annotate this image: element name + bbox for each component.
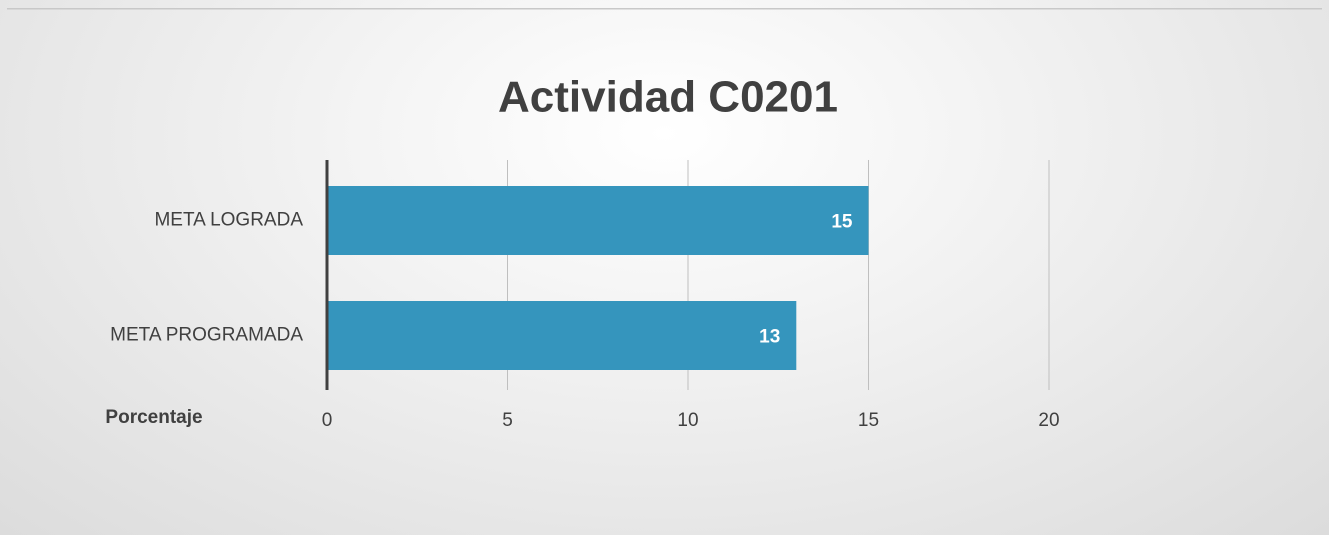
data-label: 15 xyxy=(831,212,853,233)
x-tick-label: 5 xyxy=(502,410,513,431)
x-tick-label: 0 xyxy=(322,410,333,431)
y-tick-label: META LOGRADA xyxy=(154,210,303,231)
x-tick-label: 15 xyxy=(858,410,879,431)
x-axis-label: Porcentaje xyxy=(105,407,202,428)
bar xyxy=(327,186,869,255)
x-tick-label: 20 xyxy=(1038,410,1059,431)
data-label: 13 xyxy=(759,327,780,348)
frame-top xyxy=(7,8,1322,10)
chart-title: Actividad C0201 xyxy=(498,73,838,122)
y-tick-label: META PROGRAMADA xyxy=(110,325,303,346)
x-tick-label: 10 xyxy=(677,410,698,431)
bar xyxy=(327,301,797,370)
